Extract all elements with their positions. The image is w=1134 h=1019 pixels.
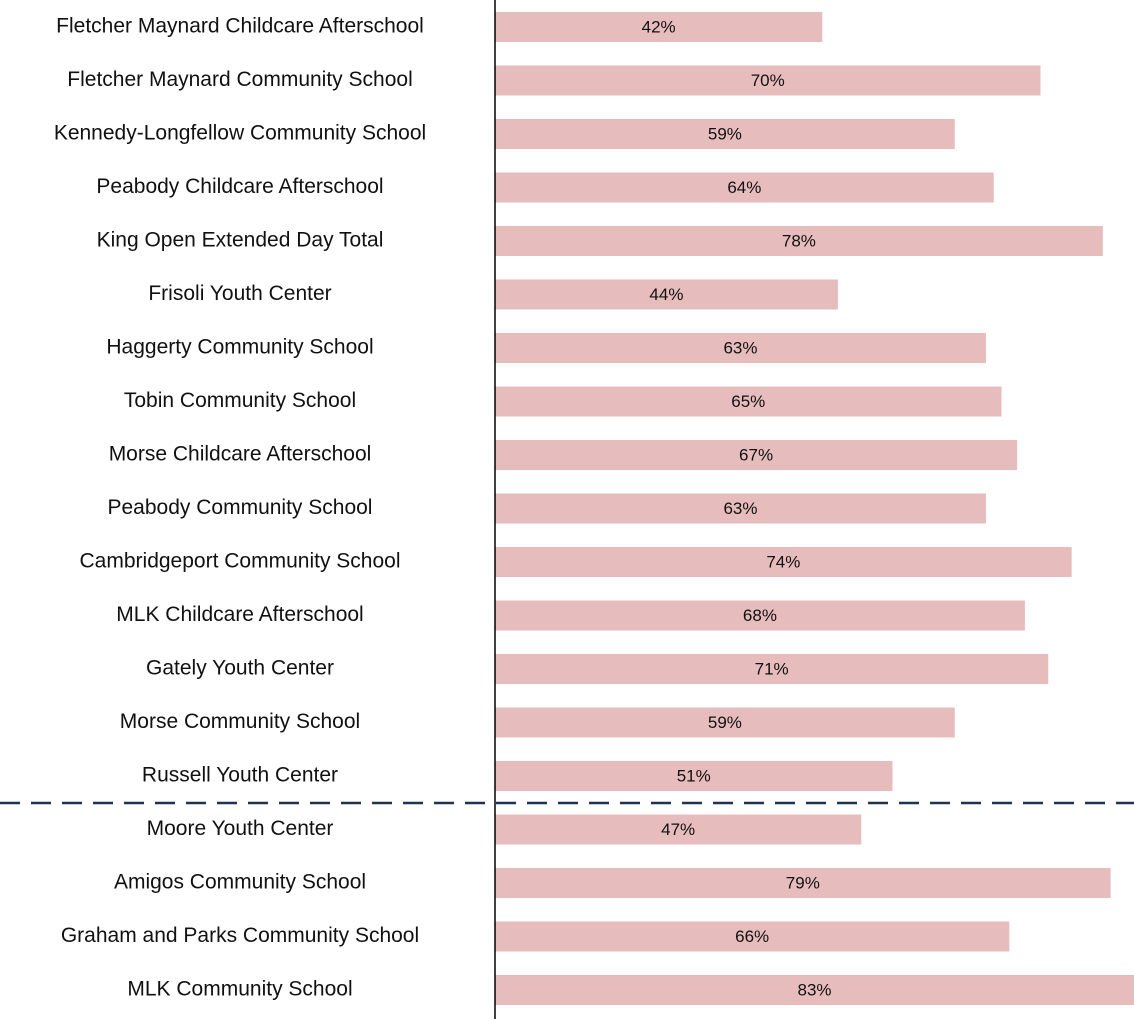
bar: [495, 65, 1041, 96]
data-label: 70%: [751, 71, 785, 90]
y-tick-label: Tobin Community School: [124, 389, 356, 412]
bar: [495, 493, 986, 524]
bar: [495, 386, 1002, 417]
data-label: 63%: [723, 499, 757, 518]
data-label: 42%: [642, 17, 676, 36]
y-tick-label: Amigos Community School: [114, 871, 366, 894]
data-label: 79%: [786, 873, 820, 892]
bar: [495, 12, 823, 42]
data-label: 63%: [723, 338, 757, 357]
data-label: 59%: [708, 713, 742, 732]
bar: [495, 868, 1111, 898]
data-label: 59%: [708, 124, 742, 143]
data-label: 47%: [661, 820, 695, 839]
bar: [495, 654, 1049, 684]
data-label: 83%: [797, 980, 831, 999]
bar: [495, 975, 1134, 1005]
bar: [495, 226, 1103, 256]
data-label: 66%: [735, 927, 769, 946]
y-tick-label: Gately Youth Center: [146, 657, 334, 680]
data-label: 51%: [677, 766, 711, 785]
y-tick-label: Graham and Parks Community School: [61, 924, 419, 947]
y-tick-label: Peabody Community School: [108, 496, 373, 519]
y-tick-label: Peabody Childcare Afterschool: [96, 175, 383, 198]
data-label: 78%: [782, 231, 816, 250]
bar: [495, 814, 862, 845]
y-tick-label: MLK Community School: [127, 978, 352, 1001]
data-label: 74%: [766, 552, 800, 571]
bar: [495, 279, 838, 310]
y-tick-label: Russell Youth Center: [142, 764, 338, 787]
bar: [495, 440, 1018, 470]
data-label: 68%: [743, 606, 777, 625]
y-tick-label: Cambridgeport Community School: [80, 550, 401, 573]
bar: [495, 547, 1072, 577]
bar: [495, 761, 893, 791]
y-tick-label: Frisoli Youth Center: [148, 282, 331, 305]
bar: [495, 333, 986, 363]
y-tick-label: MLK Childcare Afterschool: [116, 603, 363, 626]
y-tick-label: Fletcher Maynard Community School: [67, 68, 412, 91]
data-label: 44%: [649, 285, 683, 304]
y-tick-label: Morse Community School: [120, 710, 360, 733]
y-tick-label: Morse Childcare Afterschool: [109, 443, 372, 466]
data-label: 65%: [731, 392, 765, 411]
y-tick-label: King Open Extended Day Total: [97, 229, 384, 252]
y-tick-label: Fletcher Maynard Childcare Afterschool: [56, 15, 424, 38]
y-tick-label: Kennedy-Longfellow Community School: [54, 122, 426, 145]
data-label: 64%: [727, 178, 761, 197]
data-label: 67%: [739, 445, 773, 464]
y-tick-label: Moore Youth Center: [147, 817, 334, 840]
data-label: 71%: [755, 659, 789, 678]
bar: [495, 921, 1010, 952]
y-tick-label: Haggerty Community School: [106, 336, 373, 359]
bar: [495, 600, 1025, 631]
bar: [495, 707, 955, 738]
bar: [495, 119, 955, 149]
bar: [495, 172, 994, 203]
